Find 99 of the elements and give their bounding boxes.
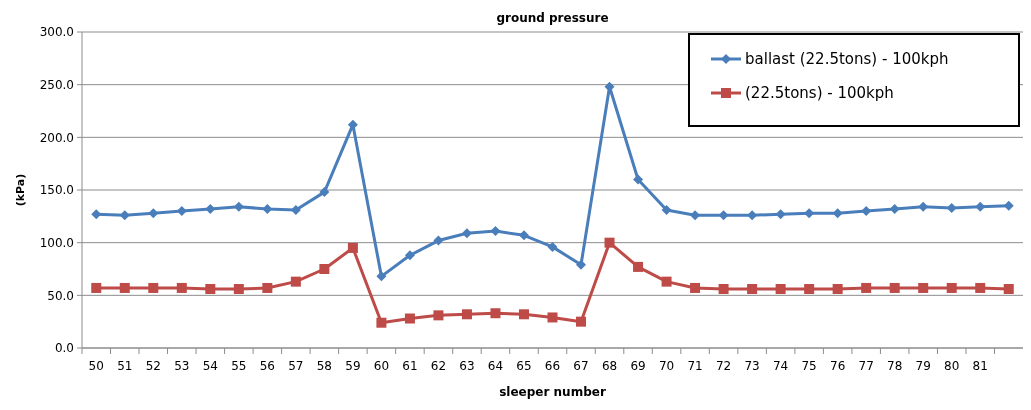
point bbox=[205, 284, 216, 295]
point bbox=[889, 282, 900, 293]
point bbox=[547, 241, 558, 252]
point bbox=[576, 259, 587, 270]
point bbox=[119, 210, 130, 221]
point bbox=[319, 187, 330, 198]
point bbox=[1003, 200, 1014, 211]
point bbox=[661, 205, 672, 216]
point bbox=[319, 264, 330, 274]
x-tick-label: 78 bbox=[887, 359, 903, 373]
point bbox=[404, 313, 415, 324]
x-tick-label: 72 bbox=[715, 359, 732, 373]
point bbox=[376, 317, 387, 328]
point bbox=[604, 237, 615, 248]
point bbox=[205, 203, 216, 214]
x-tick-label: 69 bbox=[630, 359, 646, 373]
point bbox=[633, 174, 644, 185]
y-axis-title: (kPa) bbox=[14, 173, 27, 207]
x-tick-label: 70 bbox=[658, 359, 675, 373]
point bbox=[490, 226, 501, 237]
x-tick-label: 74 bbox=[772, 359, 789, 373]
chart-title: ground pressure bbox=[496, 11, 609, 25]
point bbox=[718, 210, 729, 221]
point bbox=[804, 284, 815, 295]
point bbox=[975, 282, 986, 293]
x-tick-label: 59 bbox=[345, 359, 361, 373]
x-tick-label: 75 bbox=[801, 359, 817, 373]
x-tick-label: 67 bbox=[573, 359, 589, 373]
point bbox=[262, 282, 273, 293]
x-tick-label: 56 bbox=[259, 359, 275, 373]
x-tick-label: 80 bbox=[944, 359, 960, 373]
point bbox=[946, 282, 957, 293]
point bbox=[490, 308, 501, 319]
y-tick-label: 300.0 bbox=[39, 25, 74, 40]
x-tick-label: 61 bbox=[402, 359, 418, 373]
point bbox=[946, 202, 957, 213]
x-tick-label: 51 bbox=[117, 359, 133, 373]
x-tick-label: 50 bbox=[88, 359, 104, 373]
point bbox=[661, 276, 672, 287]
y-tick-label: 200.0 bbox=[39, 130, 74, 145]
x-tick-label: 52 bbox=[145, 359, 161, 373]
x-axis-title: sleeper number bbox=[499, 385, 606, 399]
x-tick-label: 71 bbox=[687, 359, 703, 373]
point bbox=[148, 208, 159, 219]
point bbox=[376, 271, 387, 282]
point bbox=[347, 242, 358, 253]
point bbox=[547, 312, 558, 323]
y-tick-label: 50.0 bbox=[47, 288, 74, 303]
point bbox=[433, 310, 444, 321]
y-tick-label: 250.0 bbox=[39, 77, 74, 92]
point bbox=[119, 282, 130, 293]
point bbox=[148, 282, 159, 293]
point bbox=[747, 210, 758, 221]
point bbox=[518, 309, 529, 320]
x-tick-label: 76 bbox=[830, 359, 846, 373]
point bbox=[233, 284, 244, 295]
y-tick-label: 150.0 bbox=[39, 183, 74, 198]
legend-label: (22.5tons) - 100kph bbox=[745, 84, 894, 103]
point bbox=[576, 316, 587, 327]
point bbox=[832, 208, 843, 219]
point bbox=[1003, 284, 1014, 295]
point bbox=[433, 235, 444, 246]
point bbox=[889, 203, 900, 214]
point bbox=[918, 282, 929, 293]
point bbox=[404, 250, 415, 261]
x-tick-label: 60 bbox=[373, 359, 390, 373]
x-tick-label: 77 bbox=[858, 359, 874, 373]
x-tick-label: 58 bbox=[316, 359, 333, 373]
x-tick-label: 68 bbox=[601, 359, 618, 373]
point bbox=[233, 201, 244, 212]
x-tick-label: 55 bbox=[231, 359, 247, 373]
x-tick-label: 54 bbox=[202, 359, 218, 373]
x-tick-label: 57 bbox=[288, 359, 304, 373]
point bbox=[832, 284, 843, 295]
point bbox=[633, 261, 644, 272]
point bbox=[690, 282, 701, 293]
point bbox=[91, 282, 102, 293]
x-tick-label: 73 bbox=[744, 359, 760, 373]
point bbox=[262, 203, 273, 214]
x-tick-label: 65 bbox=[516, 359, 532, 373]
x-tick-label: 66 bbox=[544, 359, 561, 373]
x-tick-label: 62 bbox=[430, 359, 447, 373]
y-tick-label: 100.0 bbox=[39, 235, 74, 250]
point bbox=[747, 284, 758, 295]
x-tick-label: 79 bbox=[915, 359, 931, 373]
x-tick-label: 81 bbox=[972, 359, 988, 373]
x-tick-label: 53 bbox=[174, 359, 190, 373]
point bbox=[861, 282, 872, 293]
x-tick-label: 63 bbox=[459, 359, 475, 373]
y-tick-label: 0.0 bbox=[54, 341, 74, 356]
point bbox=[918, 201, 929, 212]
x-tick-label: 64 bbox=[487, 359, 504, 373]
point bbox=[290, 276, 301, 287]
point bbox=[718, 284, 729, 295]
point bbox=[461, 228, 472, 239]
point bbox=[176, 282, 187, 293]
point bbox=[775, 284, 786, 295]
point bbox=[461, 309, 472, 320]
legend-label: ballast (22.5tons) - 100kph bbox=[745, 50, 949, 69]
